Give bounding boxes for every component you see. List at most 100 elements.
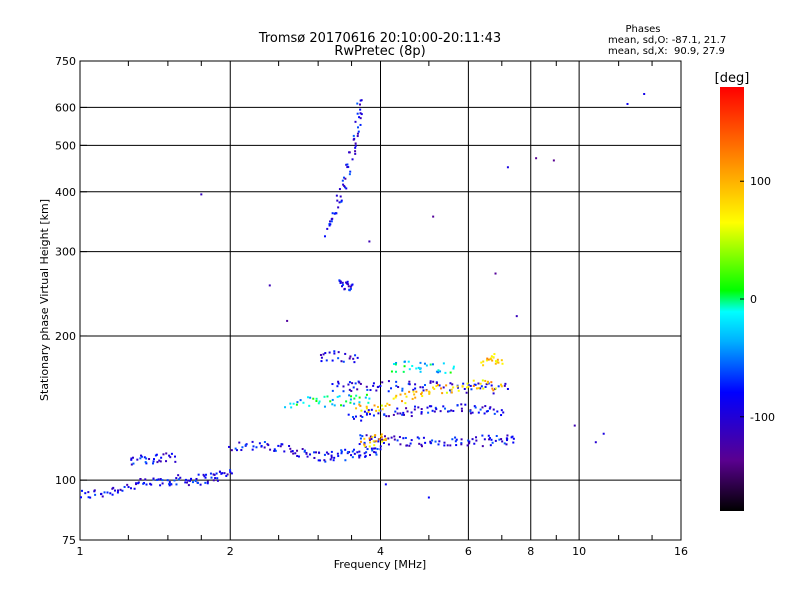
data-point bbox=[435, 382, 438, 385]
data-point bbox=[331, 398, 334, 401]
data-point bbox=[487, 434, 490, 437]
data-point bbox=[428, 392, 431, 395]
data-point bbox=[348, 357, 351, 360]
data-point bbox=[421, 395, 424, 398]
data-point bbox=[369, 435, 372, 438]
data-point bbox=[368, 397, 371, 400]
data-point bbox=[203, 475, 206, 478]
data-point bbox=[347, 383, 350, 386]
data-point bbox=[464, 403, 467, 406]
data-point bbox=[503, 442, 506, 445]
data-point bbox=[419, 386, 422, 389]
data-point bbox=[479, 408, 482, 411]
data-point bbox=[438, 384, 441, 387]
data-point bbox=[427, 496, 430, 499]
data-point bbox=[103, 491, 106, 494]
data-point bbox=[481, 406, 484, 409]
data-point bbox=[396, 439, 399, 442]
data-point bbox=[490, 355, 493, 358]
data-point bbox=[354, 150, 357, 153]
data-point bbox=[352, 417, 355, 420]
data-point bbox=[101, 495, 104, 498]
data-point bbox=[374, 451, 377, 454]
data-point bbox=[296, 454, 299, 457]
data-point bbox=[258, 442, 261, 445]
data-point bbox=[319, 459, 322, 462]
data-point bbox=[336, 385, 339, 388]
data-point bbox=[369, 389, 372, 392]
data-point bbox=[535, 157, 538, 160]
data-point bbox=[229, 470, 232, 473]
data-point bbox=[358, 450, 361, 453]
data-point bbox=[197, 473, 200, 476]
data-point bbox=[159, 478, 162, 481]
data-point bbox=[296, 401, 299, 404]
data-point bbox=[273, 448, 276, 451]
data-point bbox=[150, 483, 153, 486]
colorbar-tick-label: 0 bbox=[750, 293, 757, 306]
data-point bbox=[496, 358, 499, 361]
data-point bbox=[386, 402, 389, 405]
data-point bbox=[329, 223, 332, 226]
data-point bbox=[94, 493, 97, 496]
data-point bbox=[403, 365, 406, 368]
data-point bbox=[294, 452, 297, 455]
data-point bbox=[511, 435, 514, 438]
colorbar-tick-labels: 100 0 -100 bbox=[740, 175, 775, 424]
data-point bbox=[351, 456, 354, 459]
data-point bbox=[368, 445, 371, 448]
data-point bbox=[133, 487, 136, 490]
data-point bbox=[349, 401, 352, 404]
data-point bbox=[348, 173, 351, 176]
data-point bbox=[358, 454, 361, 457]
data-point bbox=[486, 381, 489, 384]
data-point bbox=[340, 449, 343, 452]
data-point bbox=[331, 403, 334, 406]
data-point bbox=[301, 448, 304, 451]
data-point bbox=[332, 459, 335, 462]
data-point bbox=[139, 454, 142, 457]
data-point bbox=[417, 366, 420, 369]
data-point bbox=[489, 444, 492, 447]
data-point bbox=[402, 411, 405, 414]
data-point bbox=[344, 177, 347, 180]
data-point bbox=[385, 415, 388, 418]
data-point bbox=[437, 443, 440, 446]
data-point bbox=[159, 484, 162, 487]
data-point bbox=[486, 380, 489, 383]
data-point bbox=[401, 387, 404, 390]
data-point bbox=[358, 443, 361, 446]
x-tick-label: 2 bbox=[227, 545, 234, 558]
data-point bbox=[177, 474, 180, 477]
data-points bbox=[80, 92, 646, 499]
data-point bbox=[340, 285, 343, 288]
data-point bbox=[166, 479, 169, 482]
data-point bbox=[480, 361, 483, 364]
data-point bbox=[414, 396, 417, 399]
data-point bbox=[481, 445, 484, 448]
data-point bbox=[505, 443, 508, 446]
data-point bbox=[377, 440, 380, 443]
data-point bbox=[355, 394, 358, 397]
data-point bbox=[344, 459, 347, 462]
data-point bbox=[354, 146, 357, 149]
data-point bbox=[462, 382, 465, 385]
data-point bbox=[349, 170, 352, 173]
data-point bbox=[429, 380, 432, 383]
data-point bbox=[368, 453, 371, 456]
data-point bbox=[594, 441, 597, 444]
data-point bbox=[491, 441, 494, 444]
data-point bbox=[457, 389, 460, 392]
data-point bbox=[356, 135, 359, 138]
data-point bbox=[397, 386, 400, 389]
data-point bbox=[206, 482, 209, 485]
data-point bbox=[337, 206, 340, 209]
data-point bbox=[289, 447, 292, 450]
data-point bbox=[322, 353, 325, 356]
data-point bbox=[419, 370, 422, 373]
x-tick-label: 4 bbox=[377, 545, 384, 558]
data-point bbox=[317, 459, 320, 462]
data-point bbox=[137, 482, 140, 485]
data-point bbox=[384, 483, 387, 486]
data-point bbox=[338, 188, 341, 191]
